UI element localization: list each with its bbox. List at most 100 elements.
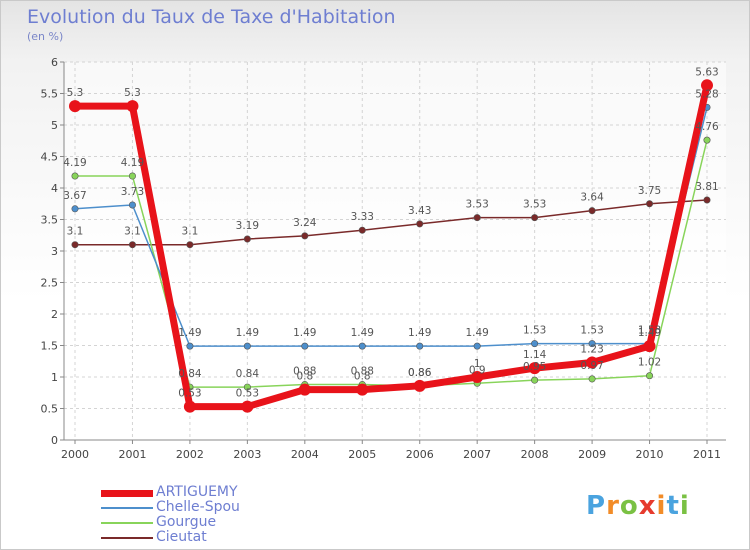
data-point [186,342,194,350]
data-point [241,400,254,413]
data-point [588,207,596,215]
series-line-cieutat [74,199,708,246]
data-label: 5.3 [67,87,84,99]
data-point [243,383,251,391]
logo-letter: i [679,491,690,521]
data-label: 0.53 [178,388,201,400]
data-point [703,196,711,204]
y-tick-label: 4.5 [41,151,59,164]
y-tick-label: 1 [51,371,58,384]
data-label: 5.28 [695,88,718,100]
x-tick-label: 2009 [578,448,606,461]
y-tick-label: 3.5 [41,214,59,227]
data-label: 0.95 [523,361,546,373]
legend-label: Cieutat [156,529,207,545]
data-point [128,241,136,249]
data-point [416,220,424,228]
data-label: 1.49 [236,327,259,339]
y-tick-label: 5 [51,119,58,132]
data-label: 3.81 [695,181,718,193]
data-point [301,342,309,350]
data-label: 0.84 [236,368,260,380]
series-line-artiguemy [71,81,711,411]
logo-letter: o [619,491,639,521]
data-point [586,356,599,369]
chart-title: Evolution du Taux de Taxe d'Habitation [27,6,396,28]
proxiti-logo: Proxiti [586,491,690,521]
data-label: 3.53 [523,199,546,211]
data-point [473,342,481,350]
data-point [126,100,139,113]
logo-letter: i [656,491,667,521]
data-label: 0.86 [408,367,432,379]
data-point [356,383,369,396]
data-point [69,100,81,113]
data-label: 0.84 [178,368,202,380]
data-label: 1.49 [638,327,661,339]
x-tick-label: 2008 [521,448,549,461]
data-label: 1.23 [580,344,603,356]
data-label: 0.88 [351,366,374,378]
data-label: 1.49 [293,327,316,339]
logo-letter: P [586,491,607,521]
chart-subtitle: (en %) [27,30,64,43]
data-label: 4.76 [695,121,719,133]
data-point [128,172,136,180]
x-tick-label: 2003 [233,448,261,461]
data-point [473,214,481,222]
legend-label: Gourgue [156,514,217,530]
logo-letter: t [666,491,680,521]
data-point [358,342,366,350]
data-point [128,201,136,209]
data-point [528,362,541,375]
data-point [183,400,196,413]
legend-swatch [101,537,153,539]
data-label: 1.02 [638,357,661,369]
data-point [358,226,366,234]
y-tick-label: 5.5 [41,88,59,101]
data-label: 1.49 [465,327,488,339]
data-label: 3.53 [465,199,488,211]
x-tick-label: 2010 [636,448,664,461]
data-label: 5.63 [695,66,718,78]
x-tick-label: 2006 [406,448,434,461]
legend-label: Chelle-Spou [156,499,240,515]
data-label: 3.75 [638,185,661,197]
x-tick-label: 2004 [291,448,319,461]
series-line-chelle-spou [74,106,708,347]
legend-swatch [101,507,153,509]
data-point [71,205,79,213]
legend-label: ARTIGUEMY [156,484,238,500]
legend-swatch [101,522,153,524]
data-label: 1.53 [523,325,546,337]
y-tick-label: 1.5 [41,340,59,353]
data-label: 3.1 [67,226,84,238]
x-tick-label: 2005 [348,448,376,461]
x-tick-label: 2000 [61,448,89,461]
logo-letter: r [606,491,620,521]
data-point [416,342,424,350]
data-label: 1.49 [408,327,431,339]
data-point [243,235,251,243]
data-label: 1.49 [178,327,201,339]
data-label: 1.14 [523,349,547,361]
data-label: 4.19 [63,157,86,169]
data-label: 0.53 [236,388,259,400]
data-label: 3.24 [293,217,317,229]
data-label: 1 [474,358,481,370]
data-label: 1.49 [351,327,374,339]
data-point [703,136,711,144]
data-point [186,241,194,249]
data-label: 4.19 [121,157,144,169]
data-point [71,172,79,180]
data-label: 3.73 [121,186,144,198]
data-point [71,241,79,249]
y-tick-label: 2.5 [41,277,59,290]
legend-swatch [101,489,153,497]
x-tick-label: 2007 [463,448,491,461]
data-label: 1.53 [638,325,661,337]
x-tick-label: 2002 [176,448,204,461]
data-label: 1.53 [580,325,603,337]
data-point [413,379,426,392]
